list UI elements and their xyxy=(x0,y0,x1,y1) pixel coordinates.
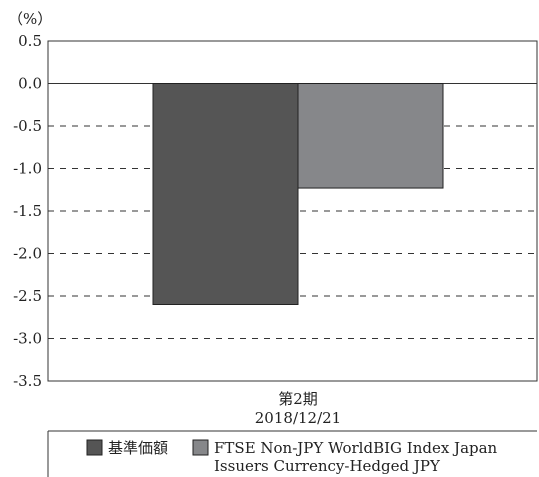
y-tick-label: -2.5 xyxy=(13,287,42,305)
y-tick-label: -2.0 xyxy=(13,245,42,263)
legend-label-series-1: 基準価額 xyxy=(108,439,168,457)
legend-label-series-2-line-1: FTSE Non-JPY WorldBIG Index Japan xyxy=(214,439,498,457)
bar-series-2 xyxy=(297,83,444,189)
y-tick-label: -0.5 xyxy=(13,117,42,135)
y-axis: 0.5 0.0 -0.5 -1.0 -1.5 -2.0 -2.5 -3.0 -3.5 xyxy=(13,32,42,390)
y-tick-label: -1.5 xyxy=(13,202,42,220)
y-tick-label: -3.0 xyxy=(13,330,42,348)
plot-frame xyxy=(47,40,538,382)
y-tick-label: 0.5 xyxy=(18,32,42,50)
bar-series-1 xyxy=(152,83,299,305)
y-tick-label: 0.0 xyxy=(18,75,42,93)
y-unit-label: （%） xyxy=(8,10,52,28)
category-label: 第2期 xyxy=(278,390,318,408)
legend: 基準価額 FTSE Non-JPY WorldBIG Index Japan I… xyxy=(47,430,537,477)
legend-label-series-2-line-2: Issuers Currency-Hedged JPY xyxy=(214,457,441,475)
category-sublabel: 2018/12/21 xyxy=(255,409,341,427)
legend-swatch-series-1 xyxy=(86,439,103,456)
bars xyxy=(152,83,444,305)
y-tick-label: -1.0 xyxy=(13,160,42,178)
y-tick-label: -3.5 xyxy=(13,372,42,390)
legend-swatch-series-2 xyxy=(192,439,209,456)
